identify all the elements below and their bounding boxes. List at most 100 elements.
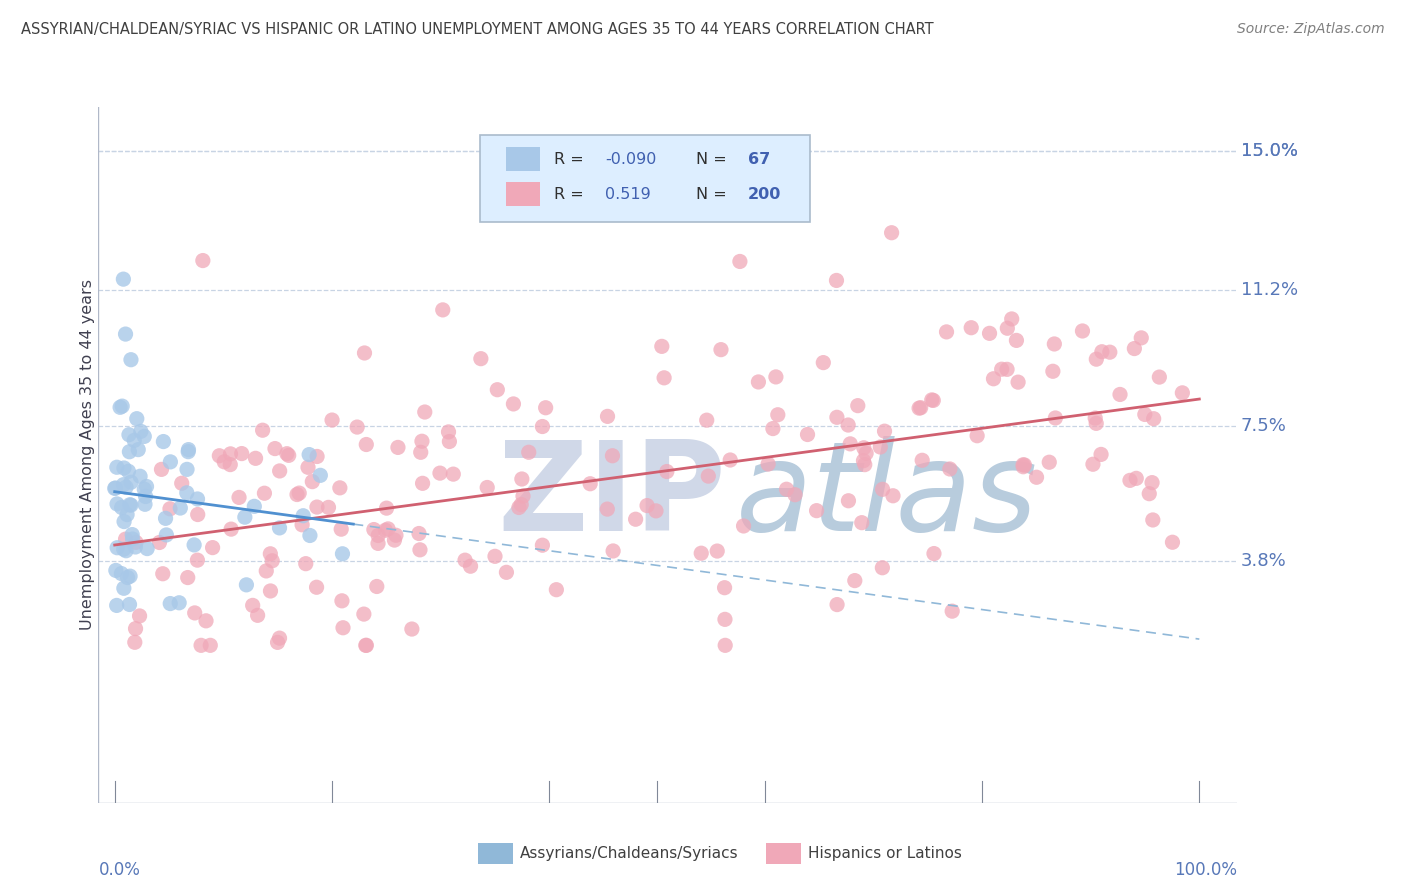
Point: [159, 501, 181, 516]
Point: [356, 437, 378, 451]
Text: ASSYRIAN/CHALDEAN/SYRIAC VS HISPANIC OR LATINO UNEMPLOYMENT AMONG AGES 35 TO 44 : ASSYRIAN/CHALDEAN/SYRIAC VS HISPANIC OR …: [21, 22, 934, 37]
Point: [1140, 475, 1163, 490]
Point: [201, 541, 224, 555]
Point: [298, 448, 321, 462]
Point: [104, 481, 127, 495]
Point: [1043, 337, 1066, 351]
Point: [384, 533, 406, 547]
Point: [114, 532, 136, 546]
Point: [495, 566, 517, 580]
Point: [910, 401, 932, 415]
Point: [645, 504, 668, 518]
Point: [484, 549, 506, 564]
Point: [411, 434, 433, 449]
Point: [1119, 474, 1142, 488]
Text: R =: R =: [554, 152, 589, 167]
Point: [713, 581, 735, 595]
Point: [124, 622, 146, 636]
Point: [291, 517, 314, 532]
Point: [1137, 486, 1160, 500]
Point: [796, 427, 818, 442]
Point: [121, 527, 143, 541]
Point: [329, 481, 352, 495]
Point: [269, 464, 291, 478]
Point: [129, 425, 152, 439]
Point: [546, 582, 568, 597]
Point: [477, 481, 499, 495]
Point: [114, 327, 136, 342]
Point: [806, 503, 828, 517]
Point: [851, 516, 873, 530]
Point: [170, 476, 193, 491]
Point: [882, 489, 904, 503]
Point: [534, 401, 557, 415]
Point: [121, 532, 143, 546]
Point: [148, 535, 170, 549]
Point: [1149, 370, 1171, 384]
Point: [155, 528, 177, 542]
Point: [911, 453, 934, 467]
Point: [844, 574, 866, 588]
Point: [624, 512, 647, 526]
Point: [853, 458, 876, 472]
Point: [935, 325, 957, 339]
Text: Source: ZipAtlas.com: Source: ZipAtlas.com: [1237, 22, 1385, 37]
Point: [714, 612, 737, 626]
Point: [401, 622, 423, 636]
Point: [307, 450, 329, 464]
Point: [1012, 458, 1035, 472]
Point: [321, 413, 343, 427]
Point: [292, 508, 315, 523]
Point: [262, 554, 284, 568]
Point: [783, 488, 806, 502]
Point: [1038, 455, 1060, 469]
Point: [353, 346, 375, 360]
Point: [1042, 364, 1064, 378]
Point: [367, 536, 389, 550]
Point: [124, 540, 146, 554]
Point: [332, 547, 354, 561]
Point: [706, 544, 728, 558]
Point: [191, 253, 214, 268]
Text: atlas: atlas: [737, 436, 1038, 558]
Point: [136, 541, 159, 556]
Text: N =: N =: [696, 152, 727, 167]
Point: [117, 570, 139, 584]
Point: [1090, 447, 1112, 461]
Text: 15.0%: 15.0%: [1240, 142, 1298, 160]
Text: 100.0%: 100.0%: [1174, 862, 1237, 880]
Point: [253, 486, 276, 500]
Point: [1098, 345, 1121, 359]
Point: [441, 467, 464, 482]
Point: [1014, 458, 1036, 472]
Point: [846, 399, 869, 413]
Point: [346, 420, 368, 434]
Text: N =: N =: [696, 186, 727, 202]
Text: Hispanics or Latinos: Hispanics or Latinos: [808, 847, 962, 861]
Point: [825, 410, 848, 425]
Point: [409, 542, 432, 557]
Point: [908, 401, 931, 416]
Point: [183, 606, 205, 620]
Point: [437, 425, 460, 439]
Point: [377, 522, 399, 536]
Point: [602, 544, 624, 558]
Point: [367, 528, 389, 542]
Point: [966, 428, 988, 442]
FancyBboxPatch shape: [506, 147, 540, 171]
Point: [212, 455, 235, 469]
Point: [294, 557, 316, 571]
Point: [922, 393, 945, 408]
Point: [105, 497, 128, 511]
Point: [112, 542, 135, 557]
Point: [1005, 334, 1028, 348]
Point: [432, 302, 454, 317]
Point: [995, 321, 1018, 335]
Point: [105, 460, 128, 475]
Point: [728, 254, 751, 268]
Point: [766, 408, 789, 422]
FancyBboxPatch shape: [506, 182, 540, 206]
Point: [1161, 535, 1184, 549]
Point: [219, 447, 242, 461]
Text: 0.0%: 0.0%: [98, 862, 141, 880]
